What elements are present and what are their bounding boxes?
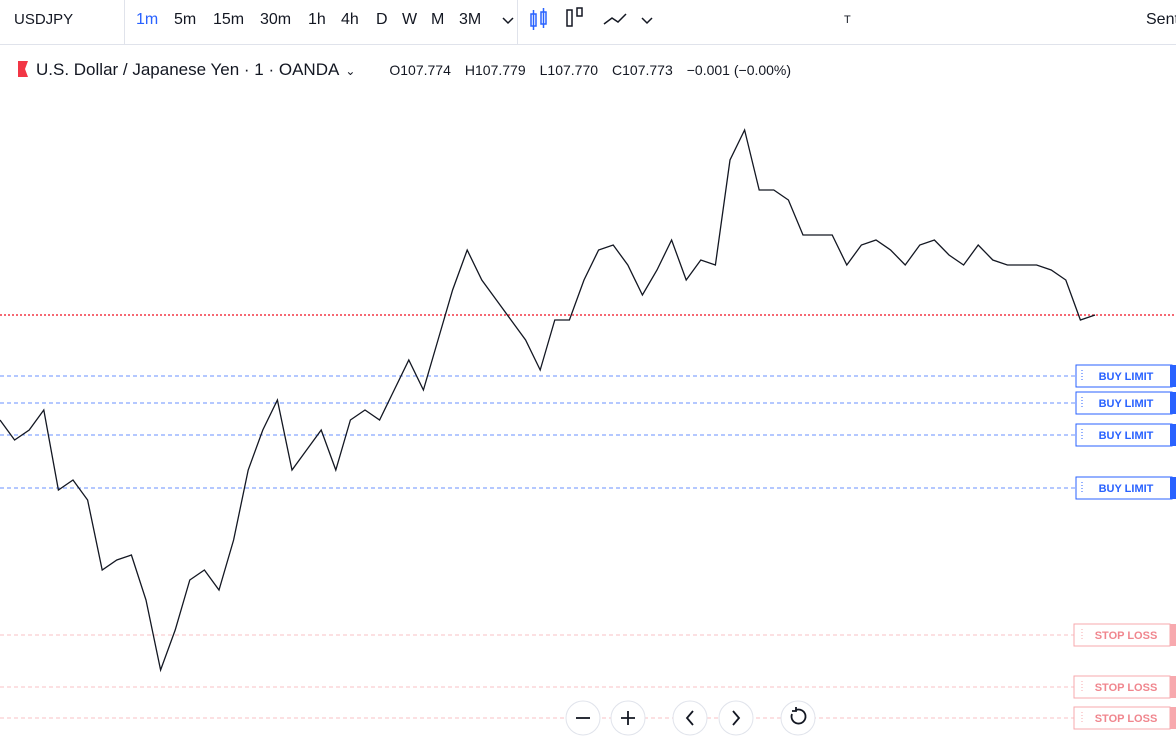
interval[interactable]: W [402,11,418,28]
scroll-right[interactable] [718,700,754,736]
order-text: BUY LIMIT [1099,483,1154,495]
order-edge [1170,707,1176,729]
legend-title[interactable]: U.S. Dollar / Japanese Yen · 1 · OANDA [36,60,340,79]
order-edge [1170,477,1176,499]
order-label[interactable]: BUY LIMIT [1075,423,1176,447]
symbol[interactable]: USDJPY [14,11,74,28]
text-tool-label[interactable]: T [844,14,851,26]
c-label: C [612,62,623,78]
dropdown[interactable] [641,17,653,25]
price-line [0,128,1096,673]
order-edge [1170,676,1176,698]
interval[interactable]: M [431,11,445,28]
interval[interactable]: 5m [174,11,197,28]
order-label[interactable]: BUY LIMIT [1075,391,1176,415]
order-edge [1170,392,1176,414]
interval[interactable]: 1h [308,11,326,28]
candles-icon[interactable] [530,8,547,30]
order-label[interactable]: BUY LIMIT [1075,364,1176,388]
order-edge [1170,624,1176,646]
indicator-icon[interactable] [603,13,627,25]
toolbar: USDJPY 1m 5m 15m 30m 1h 4h D W M 3M T Sent [0,0,1176,45]
order-text: STOP LOSS [1095,682,1158,694]
o-label: O [389,62,401,78]
order-text: STOP LOSS [1095,630,1158,642]
change: −0.001 (−0.00%) [686,62,792,78]
order-label[interactable]: STOP LOSS [1073,706,1176,730]
scroll-left[interactable] [672,700,708,736]
interval[interactable]: 4h [341,11,359,28]
order-label[interactable]: STOP LOSS [1073,623,1176,647]
toolbar-icons [502,7,653,30]
sentiment[interactable]: Sent [1146,11,1176,28]
separator [124,0,125,44]
zoom-out[interactable] [565,700,601,736]
interval[interactable]: 1m [136,11,159,28]
order-edge [1170,424,1176,446]
l-label: L [539,62,548,78]
dropdown[interactable] [502,17,514,25]
order-text: BUY LIMIT [1099,398,1154,410]
order-text: BUY LIMIT [1099,371,1154,383]
interval[interactable]: 3M [459,11,482,28]
low: 107.770 [547,62,599,78]
navigation [565,700,816,736]
high: 107.779 [475,62,526,78]
h-label: H [464,62,475,78]
close: 107.773 [622,62,673,78]
zoom-in[interactable] [610,700,646,736]
order-text: BUY LIMIT [1099,430,1154,442]
chart: BUY LIMIT BUY LIMIT BUY LIMIT BUY LIMIT STOP… [0,128,1176,730]
order-label[interactable]: STOP LOSS [1073,675,1176,699]
order-label[interactable]: BUY LIMIT [1075,476,1176,500]
order-edge [1170,365,1176,387]
interval[interactable]: 30m [260,11,292,28]
bars-icon[interactable] [566,7,583,27]
interval[interactable]: 15m [213,11,245,28]
reset[interactable] [780,700,816,736]
open: 107.774 [400,62,451,78]
separator [517,0,518,44]
order-text: STOP LOSS [1095,713,1158,725]
interval[interactable]: D [376,11,388,28]
flag [18,61,28,77]
dropdown[interactable]: ⌄ [345,64,356,78]
legend: U.S. Dollar / Japanese Yen · 1 · OANDA ⌄ O… [18,60,791,80]
